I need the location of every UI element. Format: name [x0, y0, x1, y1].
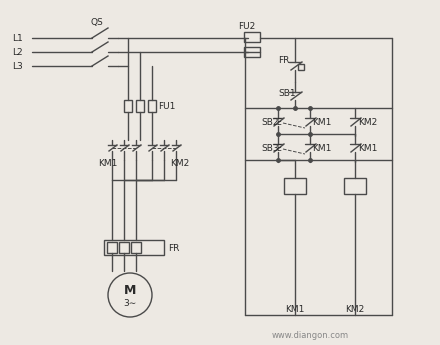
Text: L2: L2: [12, 48, 22, 57]
Text: KM1: KM1: [285, 306, 304, 315]
Text: SB3: SB3: [261, 144, 279, 152]
Bar: [131, 242, 141, 253]
Text: KM1: KM1: [98, 158, 117, 168]
Text: KM1: KM1: [358, 144, 378, 152]
Text: FU1: FU1: [158, 101, 176, 110]
Text: SB1: SB1: [278, 89, 296, 98]
Text: FR: FR: [168, 244, 180, 253]
Text: KM1: KM1: [312, 118, 331, 127]
Text: FR: FR: [278, 56, 290, 65]
Text: www.diangon.com: www.diangon.com: [271, 332, 348, 341]
Text: QS: QS: [90, 18, 103, 27]
Text: SB2: SB2: [261, 118, 279, 127]
Bar: [119, 242, 129, 253]
Text: KM2: KM2: [170, 158, 189, 168]
Text: L3: L3: [12, 61, 23, 70]
Text: KM2: KM2: [358, 118, 377, 127]
Bar: [104, 240, 164, 255]
Text: L1: L1: [12, 33, 23, 42]
Text: FU2: FU2: [238, 21, 255, 30]
Bar: [244, 47, 260, 57]
Bar: [298, 64, 304, 70]
Bar: [124, 100, 132, 112]
Bar: [284, 178, 306, 194]
Text: KM2: KM2: [345, 306, 364, 315]
Text: KM1: KM1: [312, 144, 331, 152]
Text: E: E: [276, 118, 281, 127]
Bar: [136, 100, 144, 112]
Text: 3∼: 3∼: [123, 298, 137, 307]
Bar: [107, 242, 117, 253]
Text: E: E: [276, 144, 281, 152]
Text: M: M: [124, 284, 136, 296]
Bar: [344, 178, 366, 194]
Bar: [148, 100, 156, 112]
Circle shape: [108, 273, 152, 317]
Bar: [244, 32, 260, 42]
